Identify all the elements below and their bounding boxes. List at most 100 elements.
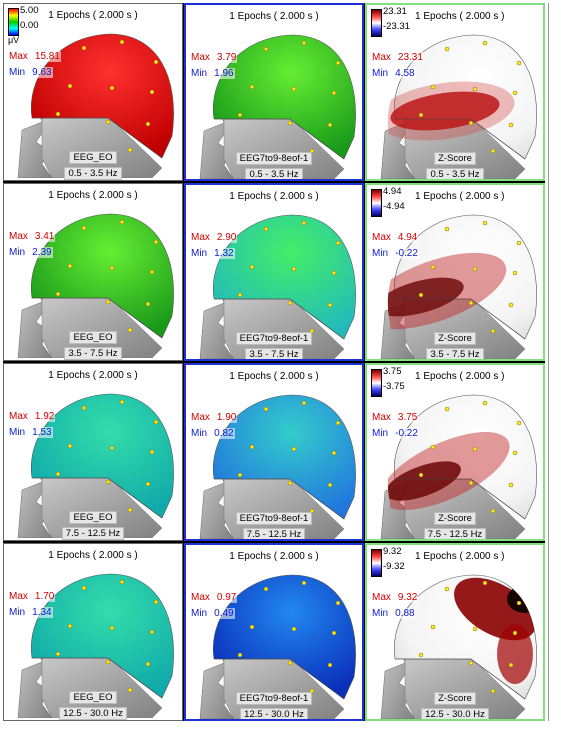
max-value: Max 3.75 xyxy=(372,412,419,423)
max-label: Max xyxy=(9,231,28,242)
topomap-panel[interactable]: 1 Epochs ( 2.000 s ) Max 4.94 Min -0.22 Z-Sco… xyxy=(365,183,545,361)
min-number: 0.88 xyxy=(394,608,416,619)
epochs-label: 1 Epochs ( 2.000 s ) xyxy=(48,190,138,201)
min-value: Min 0.88 xyxy=(372,608,416,619)
max-value: Max 1.90 xyxy=(191,412,238,423)
condition-label: EEG_EO xyxy=(4,691,182,704)
epochs-label: 1 Epochs ( 2.000 s ) xyxy=(415,371,505,382)
frequency-band-label: 12.5 - 30.0 Hz xyxy=(367,708,543,719)
band-text: 12.5 - 30.0 Hz xyxy=(421,708,489,719)
topomap-panel[interactable]: 1 Epochs ( 2.000 s ) Max 0.97 Min 0.49 EEG7to… xyxy=(184,543,364,721)
min-label: Min xyxy=(372,248,389,259)
colorbar-min: -9.32 xyxy=(383,561,405,572)
condition-text: EEG7to9-8eof-1 xyxy=(235,152,313,165)
frequency-band-label: 7.5 - 12.5 Hz xyxy=(367,528,543,539)
min-value: Min 1.34 xyxy=(9,607,53,618)
condition-label: EEG_EO xyxy=(4,331,182,344)
epochs-label: 1 Epochs ( 2.000 s ) xyxy=(415,11,505,22)
max-label: Max xyxy=(191,592,210,603)
condition-text: EEG7to9-8eof-1 xyxy=(235,512,313,525)
colorbar-max: 5.00 xyxy=(20,5,39,16)
condition-label: EEG7to9-8eof-1 xyxy=(186,692,362,705)
band-text: 3.5 - 7.5 Hz xyxy=(245,348,303,359)
max-label: Max xyxy=(372,52,391,63)
right-scrollbar[interactable] xyxy=(548,3,559,721)
colorbar-max: 4.94 xyxy=(383,186,402,197)
topomap-panel[interactable]: 1 Epochs ( 2.000 s ) Max 2.90 Min 1.32 EEG7to… xyxy=(184,183,364,361)
max-number: 9.32 xyxy=(396,592,419,603)
max-label: Max xyxy=(9,51,28,62)
condition-label: EEG7to9-8eof-1 xyxy=(186,152,362,165)
max-label: Max xyxy=(372,412,391,423)
band-text: 7.5 - 12.5 Hz xyxy=(423,528,487,539)
max-value: Max 3.79 xyxy=(191,52,238,63)
epochs-label: 1 Epochs ( 2.000 s ) xyxy=(415,551,505,562)
max-number: 0.97 xyxy=(215,592,238,603)
frequency-band-label: 7.5 - 12.5 Hz xyxy=(4,527,182,540)
max-value: Max 2.90 xyxy=(191,232,238,243)
colorbar-max: 23.31 xyxy=(383,6,407,17)
colorbar-min: -23.31 xyxy=(383,21,410,32)
min-label: Min xyxy=(9,607,26,618)
topomap-panel[interactable]: 1 Epochs ( 2.000 s ) Max 1.90 Min 0.82 EEG7to… xyxy=(184,363,364,541)
max-number: 3.79 xyxy=(215,52,238,63)
min-value: Min -0.22 xyxy=(372,248,419,259)
max-label: Max xyxy=(372,232,391,243)
topomap-panel[interactable]: 1 Epochs ( 2.000 s ) Max 9.32 Min 0.88 Z-Scor… xyxy=(365,543,545,721)
min-value: Min 2.39 xyxy=(9,247,53,258)
max-number: 15.81 xyxy=(33,51,61,62)
max-number: 1.92 xyxy=(33,411,56,422)
max-label: Max xyxy=(191,52,210,63)
max-number: 1.70 xyxy=(33,591,56,602)
zscore-colorbar xyxy=(371,369,382,397)
max-number: 4.94 xyxy=(396,232,419,243)
max-label: Max xyxy=(191,412,210,423)
colorbar-min: -4.94 xyxy=(383,201,405,212)
min-label: Min xyxy=(372,608,389,619)
band-text: 7.5 - 12.5 Hz xyxy=(242,528,306,539)
max-label: Max xyxy=(9,411,28,422)
band-text: 0.5 - 3.5 Hz xyxy=(245,168,303,179)
condition-text: EEG_EO xyxy=(69,151,117,164)
min-value: Min 9.63 xyxy=(9,67,53,78)
topomap-panel[interactable]: 1 Epochs ( 2.000 s ) Max 1.92 Min 1.53 EEG_EO… xyxy=(3,363,183,541)
max-number: 3.41 xyxy=(33,231,56,242)
topomap-panel[interactable]: 1 Epochs ( 2.000 s ) Max 3.75 Min -0.22 Z-Sco… xyxy=(365,363,545,541)
condition-label: EEG_EO xyxy=(4,151,182,164)
band-text: 12.5 - 30.0 Hz xyxy=(240,708,308,719)
min-number: -0.22 xyxy=(394,248,419,259)
condition-text: EEG7to9-8eof-1 xyxy=(235,332,313,345)
min-number: -0.22 xyxy=(394,428,419,439)
condition-text: Z-Score xyxy=(434,152,476,165)
band-text: 0.5 - 3.5 Hz xyxy=(426,168,484,179)
max-value: Max 0.97 xyxy=(191,592,238,603)
min-label: Min xyxy=(191,68,208,79)
max-value: Max 23.31 xyxy=(372,52,424,63)
max-label: Max xyxy=(372,592,391,603)
band-text: 3.5 - 7.5 Hz xyxy=(64,347,122,360)
colorbar-max: 9.32 xyxy=(383,546,402,557)
condition-label: Z-Score xyxy=(367,152,543,165)
epochs-label: 1 Epochs ( 2.000 s ) xyxy=(229,371,319,382)
min-number: 0.49 xyxy=(213,608,235,619)
topomap-panel[interactable]: 1 Epochs ( 2.000 s ) Max 23.31 Min 4.58 Z-Sco… xyxy=(365,3,545,181)
band-text: 7.5 - 12.5 Hz xyxy=(61,527,125,540)
frequency-band-label: 3.5 - 7.5 Hz xyxy=(367,348,543,359)
min-value: Min 0.82 xyxy=(191,428,235,439)
min-label: Min xyxy=(372,68,389,79)
condition-text: EEG7to9-8eof-1 xyxy=(235,692,313,705)
min-label: Min xyxy=(191,608,208,619)
topomap-panel[interactable]: 1 Epochs ( 2.000 s ) Max 15.81 Min 9.63 EEG_E… xyxy=(3,3,183,181)
min-number: 4.58 xyxy=(394,68,416,79)
condition-label: Z-Score xyxy=(367,512,543,525)
condition-label: Z-Score xyxy=(367,332,543,345)
epochs-label: 1 Epochs ( 2.000 s ) xyxy=(229,551,319,562)
topomap-panel[interactable]: 1 Epochs ( 2.000 s ) Max 3.41 Min 2.39 EEG_EO… xyxy=(3,183,183,361)
min-number: 1.32 xyxy=(213,248,235,259)
topomap-panel[interactable]: 1 Epochs ( 2.000 s ) Max 1.70 Min 1.34 EEG_EO… xyxy=(3,543,183,721)
topomap-panel[interactable]: 1 Epochs ( 2.000 s ) Max 3.79 Min 1.96 EEG7to… xyxy=(184,3,364,181)
zscore-colorbar xyxy=(371,549,382,577)
frequency-band-label: 12.5 - 30.0 Hz xyxy=(4,707,182,720)
max-value: Max 4.94 xyxy=(372,232,419,243)
frequency-band-label: 12.5 - 30.0 Hz xyxy=(186,708,362,719)
